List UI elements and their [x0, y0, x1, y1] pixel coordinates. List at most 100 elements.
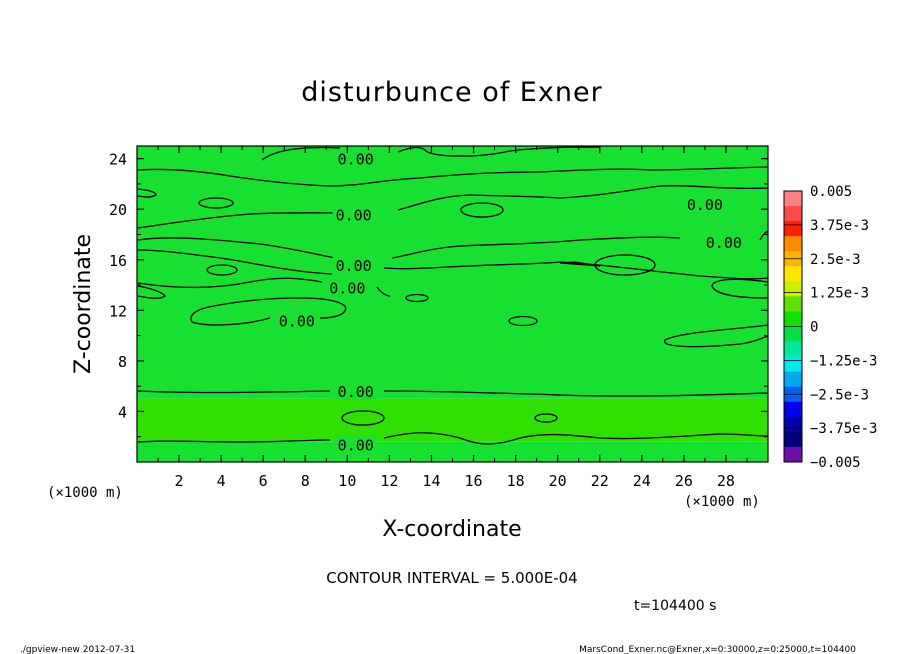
colorbar-swatch	[784, 446, 802, 463]
x-tick-label: 6	[259, 472, 268, 490]
x-tick-label: 22	[591, 472, 609, 490]
colorbar-label: −3.75e-3	[810, 421, 877, 437]
colorbar-swatch	[784, 401, 802, 418]
contour-label-bg	[332, 205, 375, 223]
contour-interval: CONTOUR INTERVAL = 5.000E-04	[326, 569, 577, 587]
footer-right: MarsCond_Exner.nc@Exner,x=0:30000,z=0:25…	[579, 645, 856, 654]
contour-label-bg	[332, 255, 375, 273]
colorbar: 0.005 3.75e-3 2.5e-3 1.25e-3 0 −1.25e-3 −2.5e-…	[783, 184, 877, 471]
colorbar-swatch	[784, 296, 802, 312]
contour-line-14	[137, 277, 391, 297]
contour-line-12	[190, 297, 347, 326]
colorbar-swatch	[784, 191, 802, 207]
contour-label: 0.00	[336, 206, 372, 224]
colorbar-swatch	[784, 221, 802, 237]
contour-line-18	[137, 236, 681, 260]
x-tick-label: 26	[675, 472, 693, 490]
contour-label-bg	[702, 233, 745, 251]
colorbar-swatch	[784, 326, 802, 342]
y-tick-label: 8	[118, 353, 127, 371]
colorbar-label: 0	[810, 320, 818, 336]
contour-closed	[534, 413, 558, 423]
contour-label-bg	[334, 149, 377, 167]
y-axis-label: Z-coordinate	[71, 234, 96, 374]
contour-label-bg	[334, 382, 377, 400]
contour-label: 0.00	[279, 312, 315, 330]
colorbar-swatch	[784, 341, 802, 358]
contour-label: 0.00	[329, 280, 365, 298]
time-label: t=104400 s	[634, 598, 716, 614]
contour-line-spike	[559, 261, 601, 267]
y-axis: 4 8 12 16 20 24	[109, 151, 768, 438]
y-tick-label: 4	[118, 403, 127, 421]
contour-closed	[508, 315, 538, 327]
contour-label-bg	[334, 435, 377, 453]
colorbar-label: 0.005	[810, 184, 852, 200]
x-tick-label: 28	[717, 472, 735, 490]
x-tick-label: 12	[380, 472, 398, 490]
y-unit-label: (×1000 m)	[47, 485, 123, 501]
contour-closed	[405, 293, 429, 303]
colorbar-swatch	[784, 371, 802, 388]
colorbar-swatch	[784, 206, 802, 222]
colorbar-swatch	[784, 266, 802, 282]
colorbar-label: 1.25e-3	[810, 286, 869, 302]
x-tick-label: 2	[175, 472, 184, 490]
contour-labels: 0.00 0.00 0.00 0.00 0.00 0.00 0.00 0.00 0.00	[275, 149, 745, 454]
x-tick-label: 10	[338, 472, 356, 490]
contour-line-left-13	[137, 285, 166, 299]
colorbar-label: −2.5e-3	[810, 387, 869, 403]
contour-label: 0.00	[336, 257, 372, 275]
contour-line-16	[137, 249, 769, 280]
x-tick-label: 24	[633, 472, 651, 490]
x-tick-label: 8	[301, 472, 310, 490]
contour-line-top	[261, 146, 601, 161]
contour-label: 0.00	[706, 234, 742, 252]
x-tick-label: 4	[217, 472, 226, 490]
contour-fill-band	[137, 441, 768, 462]
contour-line-upper	[137, 166, 769, 187]
contour-line-right-lower	[664, 324, 769, 348]
contour-label: 0.00	[338, 436, 374, 454]
contour-line-20	[137, 184, 769, 229]
contour-closed	[206, 264, 238, 276]
colorbar-swatch	[784, 236, 802, 252]
x-tick-label: 18	[507, 472, 525, 490]
colorbar-swatch	[784, 431, 802, 448]
contour-line-left-21	[137, 188, 157, 198]
colorbar-swatch	[784, 281, 802, 297]
contour-line-1	[137, 432, 769, 445]
x-tick-label: 14	[422, 472, 440, 490]
y-tick-label: 16	[109, 252, 127, 270]
contour-closed	[198, 197, 234, 209]
contour-fill-band	[137, 398, 768, 442]
colorbar-label: 3.75e-3	[810, 218, 869, 234]
y-tick-label: 24	[109, 151, 127, 169]
contour-fill-band	[137, 146, 768, 399]
contour-fill-bands	[137, 146, 768, 462]
chart-title: disturbunce of Exner	[301, 77, 602, 108]
x-tick-label: 16	[465, 472, 483, 490]
colorbar-swatch	[784, 356, 802, 373]
contour-closed	[460, 202, 504, 218]
contour-closed	[341, 410, 385, 426]
plot-area: 0.00 0.00 0.00 0.00 0.00 0.00 0.00 0.00 0.00	[136, 145, 769, 463]
colorbar-swatch	[784, 416, 802, 433]
y-tick-label: 12	[109, 302, 127, 320]
contour-label: 0.00	[338, 383, 374, 401]
x-axis: 2 4 6 8 10 12 14 16 18 20 22 24 26 28	[157, 146, 748, 490]
x-unit-label: (×1000 m)	[684, 494, 760, 510]
contour-line-5	[137, 390, 769, 397]
footer-left: ./gpview-new 2012-07-31	[20, 645, 135, 654]
y-tick-label: 20	[109, 201, 127, 219]
contour-label: 0.00	[338, 151, 374, 169]
colorbar-label: 2.5e-3	[810, 252, 861, 268]
colorbar-swatch	[784, 311, 802, 327]
contour-label: 0.00	[687, 196, 723, 214]
contour-label-bg	[326, 278, 369, 296]
colorbar-label: −1.25e-3	[810, 353, 877, 369]
x-axis-label: X-coordinate	[382, 517, 521, 542]
colorbar-label: −0.005	[810, 455, 861, 471]
contour-label-bg	[683, 195, 726, 213]
